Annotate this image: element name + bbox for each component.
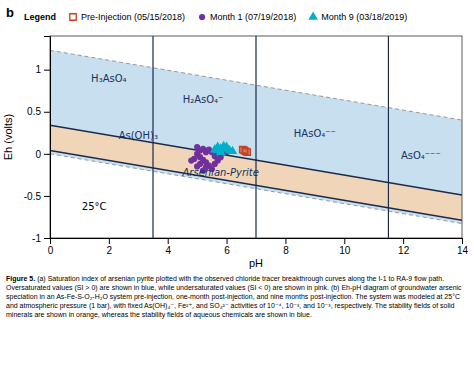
- tick-label: 0: [35, 149, 41, 160]
- annotation: Arsenian-Pyrite: [181, 167, 258, 178]
- species-boundary: [255, 36, 256, 238]
- point: [218, 154, 224, 160]
- tick-label: 0.5: [27, 106, 41, 117]
- tick-mark: [44, 70, 50, 71]
- annotation: As(OH)₃: [119, 130, 158, 141]
- tick-label: 6: [224, 245, 230, 256]
- annotations: H₃AsO₄ H₂AsO₄⁻ As(OH)₃ HAsO₄⁻⁻ AsO₄⁻⁻⁻ Arseni…: [82, 73, 441, 212]
- tick-label: 12: [398, 245, 410, 256]
- tick: 14: [457, 238, 469, 256]
- legend-entry: Month 1 (07/19/2018): [199, 12, 296, 22]
- panel-label: b: [6, 5, 14, 20]
- legend-label: Month 1 (07/19/2018): [210, 12, 296, 22]
- annotation: H₃AsO₄: [91, 73, 126, 84]
- point: [222, 142, 232, 150]
- tick: 6: [224, 238, 230, 256]
- annotation: HAsO₄⁻⁻: [294, 128, 336, 139]
- tick-label: -0.5: [24, 191, 42, 202]
- series-points: [210, 141, 237, 155]
- annotation: AsO₄⁻⁻⁻: [401, 150, 441, 161]
- tick: 0: [35, 149, 50, 160]
- tick-mark: [168, 238, 169, 244]
- annotation: H₂AsO₄⁻: [183, 94, 224, 105]
- tick: 10: [339, 238, 351, 256]
- tick-label: -1: [32, 233, 41, 244]
- tick: 8: [283, 238, 289, 256]
- series-points: [240, 146, 251, 155]
- tick-mark: [44, 238, 50, 239]
- annotation: 25°C: [82, 201, 107, 212]
- legend: Legend Pre-Injection (05/15/2018) Month 1 …: [24, 11, 407, 22]
- tick: 0: [48, 238, 54, 256]
- tick-label: 1: [35, 64, 41, 75]
- plot-area: 0 2 4 6 8 10 12 14 -1 -0.5 0 0.5 1 pH Eh (volts) H₃AsO₄…: [2, 36, 468, 269]
- legend-label: Pre-Injection (05/15/2018): [81, 12, 185, 22]
- legend-marker: [199, 14, 205, 20]
- point: [241, 147, 247, 153]
- tick-mark: [462, 238, 463, 244]
- tick: -0.5: [24, 191, 50, 202]
- tick: -1: [32, 233, 50, 244]
- legend-title: Legend: [24, 12, 56, 22]
- tick-mark: [227, 238, 228, 244]
- axis-line: [44, 37, 51, 239]
- tick-label: 0: [48, 245, 54, 256]
- tick-label: 2: [107, 245, 113, 256]
- point: [213, 145, 223, 153]
- tick-mark: [109, 238, 110, 244]
- chart: 0 2 4 6 8 10 12 14 -1 -0.5 0 0.5 1 pH Eh (volts) H₃AsO₄…: [0, 0, 474, 272]
- legend-marker: [70, 14, 76, 20]
- tick: 2: [107, 238, 113, 256]
- point: [188, 157, 194, 163]
- y-axis-label: Eh (volts): [2, 114, 14, 160]
- caption: Figure 5. (a) Saturation index of arseni…: [0, 272, 474, 319]
- y-axis: -1 -0.5 0 0.5 1: [24, 37, 51, 244]
- legend-entry: Month 9 (03/18/2019): [308, 11, 407, 22]
- x-axis: 0 2 4 6 8 10 12 14: [48, 238, 469, 256]
- tick-label: 8: [283, 245, 289, 256]
- tick-mark: [344, 238, 345, 244]
- axis-line: [51, 239, 463, 245]
- legend-label: Month 9 (03/18/2019): [321, 12, 407, 22]
- tick-label: 10: [339, 245, 351, 256]
- species-boundary: [388, 36, 389, 238]
- tick: 4: [165, 238, 171, 256]
- tick: 0.5: [27, 106, 50, 117]
- tick-mark: [44, 196, 50, 197]
- tick: 12: [398, 238, 410, 256]
- legend-marker: [308, 11, 318, 19]
- caption-bold: Figure 5.: [6, 275, 35, 282]
- tick-label: 14: [457, 245, 469, 256]
- tick-label: 4: [165, 245, 171, 256]
- legend-entry: Pre-Injection (05/15/2018): [70, 12, 185, 22]
- tick-mark: [285, 238, 286, 244]
- plot-frame: [50, 36, 462, 238]
- data-layer: [50, 36, 462, 238]
- tick-mark: [44, 154, 50, 155]
- x-axis-label: pH: [249, 257, 263, 269]
- caption-text: (a) Saturation index of arsenian pyrite …: [6, 275, 462, 318]
- tick-mark: [44, 112, 50, 113]
- tick: 1: [35, 64, 50, 75]
- tick-mark: [403, 238, 404, 244]
